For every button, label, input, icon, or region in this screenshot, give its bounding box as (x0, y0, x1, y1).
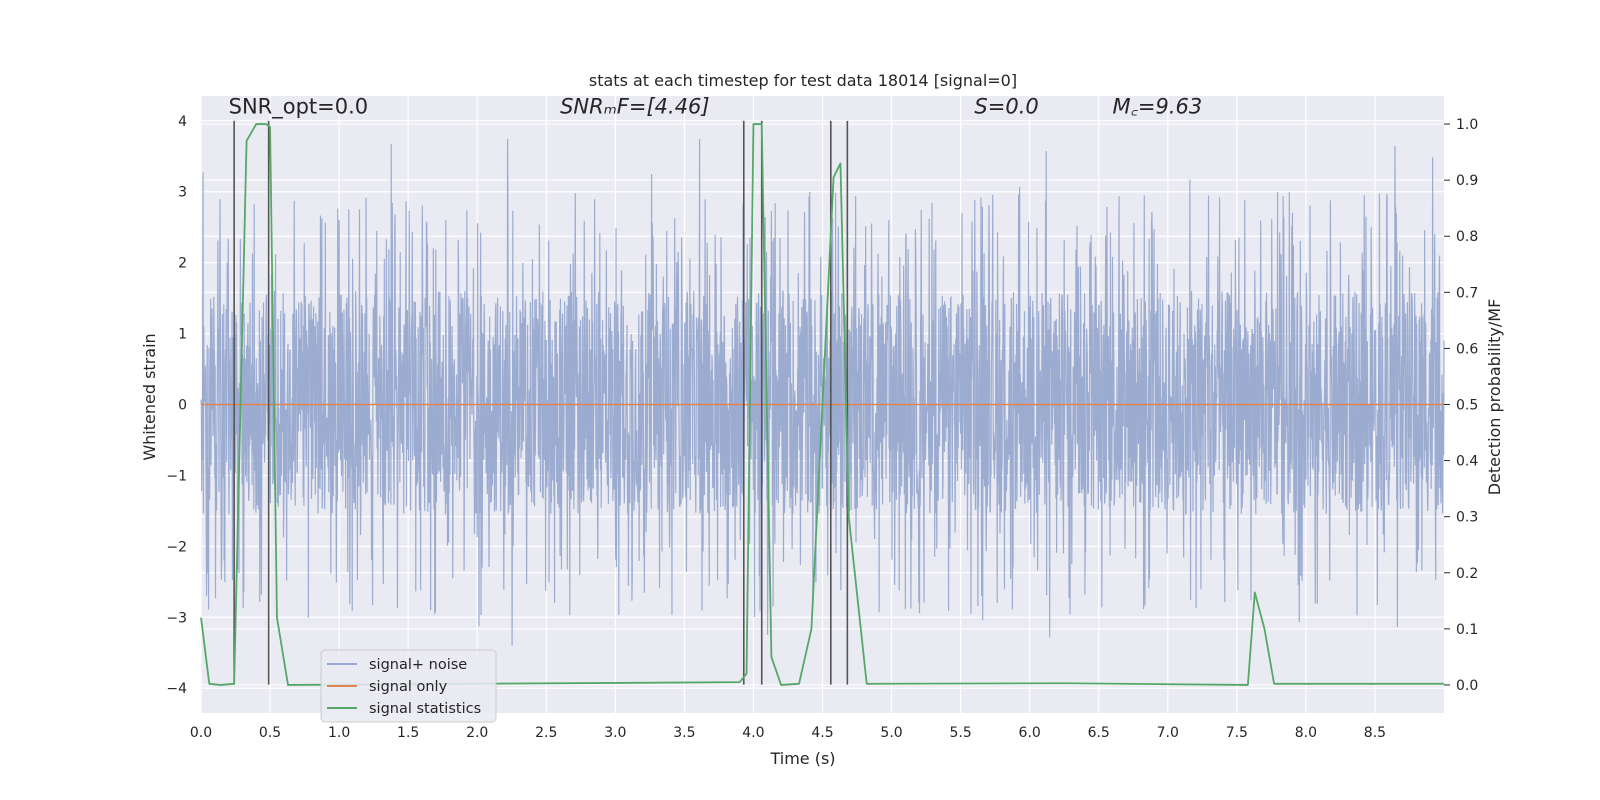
y-tick-label-right: 0.4 (1456, 454, 1478, 470)
x-tick-label: 4.0 (742, 725, 764, 741)
x-tick-label: 4.5 (811, 725, 833, 741)
x-tick-label: 7.0 (1157, 725, 1179, 741)
y-tick-label-left: −4 (166, 681, 187, 697)
x-tick-label: 5.5 (949, 725, 971, 741)
annotation-label: SNRₘF=[4.46] (560, 95, 710, 119)
x-tick-label: 1.5 (397, 725, 419, 741)
y-tick-label-right: 0.9 (1456, 173, 1478, 189)
x-tick-label: 1.0 (328, 725, 350, 741)
y-tick-label-left: −3 (166, 610, 187, 626)
y-tick-label-left: 1 (178, 327, 187, 343)
y-tick-label-left: −2 (166, 539, 187, 555)
x-tick-label: 6.5 (1088, 725, 1110, 741)
y-tick-label-right: 0.2 (1456, 566, 1478, 582)
legend-label: signal+ noise (369, 657, 467, 673)
y-tick-label-left: 3 (178, 185, 187, 201)
y-tick-label-left: 2 (178, 256, 187, 272)
y-tick-label-left: −1 (166, 468, 187, 484)
y-tick-label-right: 0.1 (1456, 622, 1478, 638)
annotation-label: S=0.0 (974, 95, 1038, 119)
x-tick-label: 3.5 (673, 725, 695, 741)
legend: signal+ noise signal only signal statistic… (320, 649, 497, 723)
y-tick-label-right: 1.0 (1456, 117, 1478, 133)
y-axis-label-right: Detection probability/MF (1485, 299, 1504, 496)
chart-title: stats at each timestep for test data 180… (589, 71, 1017, 90)
x-tick-label: 0.0 (190, 725, 212, 741)
legend-box (320, 649, 497, 723)
x-tick-label: 6.0 (1019, 725, 1041, 741)
annotation-label: M꜀=9.63 (1113, 95, 1203, 119)
legend-label: signal statistics (369, 701, 481, 717)
y-tick-label-left: 4 (178, 114, 187, 130)
annotation-label: SNR_opt=0.0 (229, 95, 369, 120)
series-signal-noise (200, 138, 1445, 646)
series-signal-statistics (200, 123, 1444, 686)
y-axis-label-left: Whitened strain (140, 333, 159, 460)
y-tick-label-right: 0.6 (1456, 341, 1478, 357)
x-tick-label: 8.5 (1364, 725, 1386, 741)
legend-label: signal only (369, 679, 448, 695)
x-tick-label: 0.5 (259, 725, 281, 741)
y-tick-label-right: 0.7 (1456, 285, 1478, 301)
y-tick-label-right: 0.0 (1456, 678, 1478, 694)
x-tick-label: 2.5 (535, 725, 557, 741)
x-tick-label: 8.0 (1295, 725, 1317, 741)
y-tick-label-right: 0.5 (1456, 398, 1478, 414)
x-tick-label: 7.5 (1226, 725, 1248, 741)
y-tick-label-left: 0 (178, 398, 187, 414)
x-tick-label: 5.0 (880, 725, 902, 741)
y-tick-label-right: 0.8 (1456, 229, 1478, 245)
x-tick-label: 3.0 (604, 725, 626, 741)
x-tick-label: 2.0 (466, 725, 488, 741)
y-tick-label-right: 0.3 (1456, 510, 1478, 526)
x-axis-label: Time (s) (769, 749, 835, 768)
